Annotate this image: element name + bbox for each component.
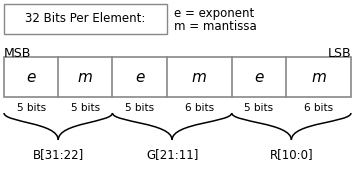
Text: e = exponent: e = exponent [174,7,254,20]
Text: 6 bits: 6 bits [185,103,214,113]
Text: 6 bits: 6 bits [304,103,333,113]
Text: e: e [135,70,144,84]
Text: 5 bits: 5 bits [17,103,46,113]
Bar [4,4,167,34]
Text: e: e [26,70,36,84]
Text: e: e [254,70,263,84]
Text: MSB: MSB [4,47,31,60]
Text: 5 bits: 5 bits [244,103,273,113]
Text: G[21:11]: G[21:11] [146,148,198,161]
Text: R[10:0]: R[10:0] [269,148,313,161]
Bar [4,57,351,97]
Text: m = mantissa: m = mantissa [174,20,257,34]
Text: 5 bits: 5 bits [71,103,100,113]
Text: m: m [78,70,93,84]
Text: 5 bits: 5 bits [125,103,154,113]
Text: 32 Bits Per Element:: 32 Bits Per Element: [25,12,146,25]
Text: m: m [192,70,207,84]
Text: LSB: LSB [327,47,351,60]
Text: m: m [311,70,326,84]
Text: B[31:22]: B[31:22] [33,148,84,161]
